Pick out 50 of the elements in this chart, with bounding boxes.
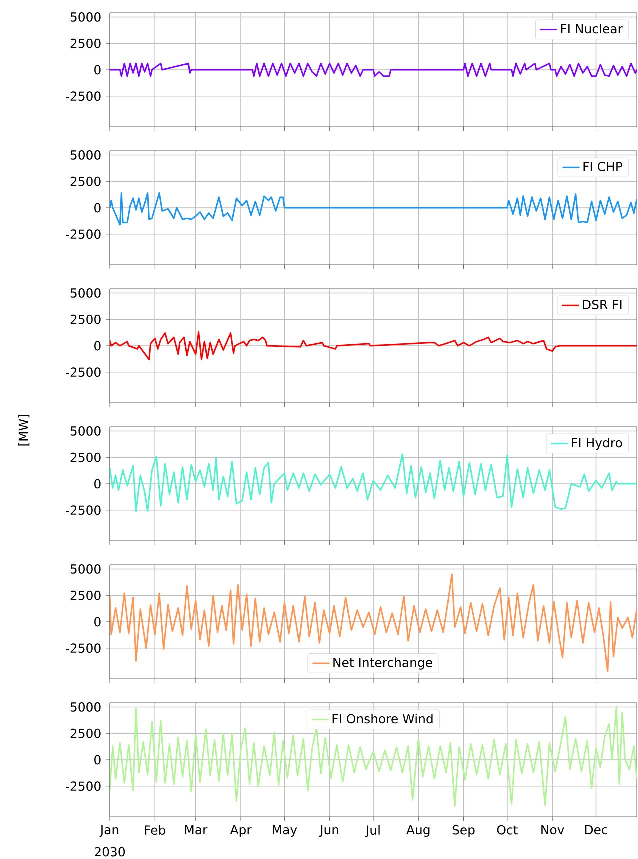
x-tick-label: May [273,825,298,838]
x-tick-label: Oct [497,825,518,835]
y-tick-label: 2500 [70,728,101,738]
x-tick-label: Jul [365,825,380,838]
legend-label: DSR FI [583,300,622,310]
line-series [110,192,638,226]
x-tick-label: Feb [145,825,166,835]
y-tick-label: -2500 [66,92,101,102]
y-tick-label: 5000 [70,288,101,298]
x-tick-label: Dec [585,825,608,835]
line-series [110,574,638,672]
y-tick-label: 2500 [70,590,101,600]
y-tick-label: -2500 [66,782,101,792]
line-series [110,706,638,808]
y-tick-label: 2500 [70,314,101,324]
legend-label: FI Onshore Wind [332,714,433,724]
x-tick-label: Sep [452,825,475,838]
y-axis-title: [MW] [18,415,30,446]
legend-label: Net Interchange [334,658,432,670]
y-tick-label: 2500 [70,176,101,186]
x-tick-label: Jan [100,825,119,837]
legend-label: FI CHP [584,162,622,172]
y-tick-label: 0 [94,341,101,351]
x-tick-label: Mar [185,825,208,835]
line-series [110,454,638,512]
line-series [110,332,638,360]
y-tick-label: 0 [94,479,101,489]
legend-label: FI Nuclear [561,24,623,34]
y-tick-label: 0 [94,65,101,75]
y-tick-label: 5000 [70,564,101,574]
x-tick-label: Apr [230,825,252,838]
x-tick-label: Aug [406,825,430,838]
y-tick-label: -2500 [66,644,101,654]
y-tick-label: 0 [94,617,101,627]
y-tick-label: -2500 [66,368,101,378]
y-tick-label: 5000 [70,150,101,160]
text: 2030 [95,847,126,857]
y-tick-label: 5000 [70,702,101,712]
y-tick-label: 5000 [70,426,101,436]
y-tick-label: 5000 [70,12,101,22]
y-tick-label: -2500 [66,230,101,240]
line-series [110,62,638,78]
legend-label: FI Hydro [572,438,622,450]
y-tick-label: 2500 [70,452,101,462]
y-tick-label: 0 [94,203,101,213]
x-tick-label: Jun [319,825,338,837]
y-tick-label: 2500 [70,38,101,48]
y-tick-label: -2500 [66,506,101,516]
x-tick-label: Nov [542,825,564,835]
y-tick-label: 0 [94,755,101,765]
